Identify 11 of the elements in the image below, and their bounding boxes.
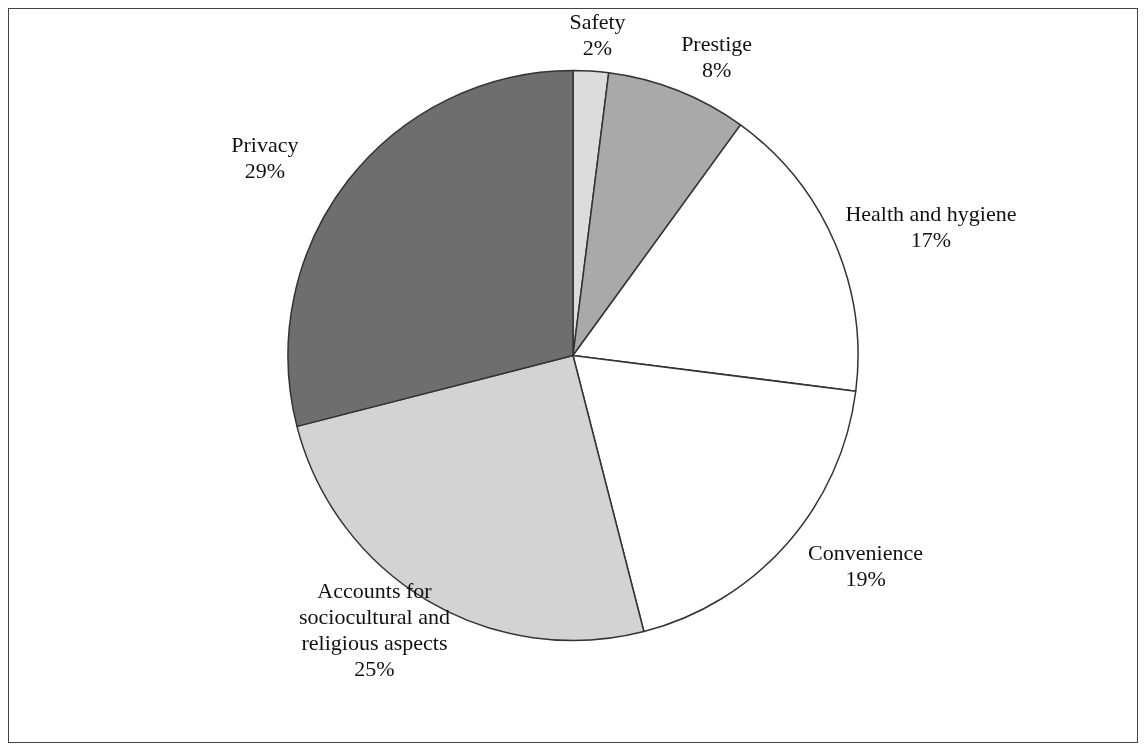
data-label: 2%: [582, 34, 613, 60]
slice-label: Privacy: [231, 132, 299, 158]
slice-label: Prestige: [681, 30, 753, 56]
data-label: 19%: [845, 565, 886, 591]
slice-label: Convenience: [808, 539, 923, 565]
data-label: 17%: [910, 227, 952, 253]
slice-label: Health and hygiene: [845, 201, 1017, 227]
slice-label: Safety: [569, 8, 626, 34]
data-label: 25%: [354, 655, 395, 681]
data-label: 29%: [244, 158, 285, 184]
data-label: 8%: [701, 56, 732, 82]
